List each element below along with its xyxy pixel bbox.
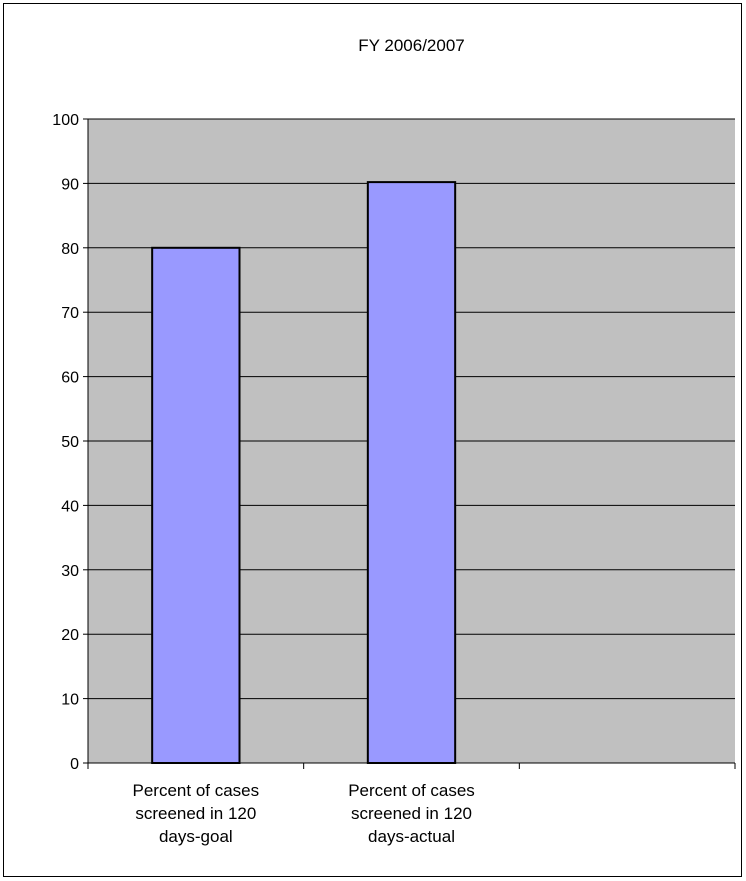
y-tick-label: 100 (52, 112, 79, 129)
y-tick-label: 50 (61, 434, 79, 451)
x-category-label: Percent of cases (133, 781, 260, 800)
y-tick-label: 70 (61, 305, 79, 322)
bar (151, 246, 241, 765)
y-tick-label: 0 (70, 756, 79, 773)
y-tick-label: 90 (61, 176, 79, 193)
y-tick-label: 20 (61, 627, 79, 644)
y-tick-label: 40 (61, 498, 79, 515)
x-category-label: screened in 120 (351, 804, 472, 823)
y-tick-label: 60 (61, 370, 79, 387)
x-category-label: screened in 120 (135, 804, 256, 823)
bar (366, 181, 457, 764)
y-tick-label: 10 (61, 692, 79, 709)
y-tick-label: 80 (61, 241, 79, 258)
bar-chart: 0 10 20 30 40 50 60 70 80 90 100 Percent of cases sc… (52, 36, 736, 846)
chart-container: 0 10 20 30 40 50 60 70 80 90 100 Percent of cases sc… (3, 3, 742, 877)
x-category-label: Percent of cases (348, 781, 475, 800)
y-tick-label: 30 (61, 563, 79, 580)
x-category-label: days-goal (159, 827, 233, 846)
chart-title: FY 2006/2007 (358, 36, 465, 55)
x-category-label: days-actual (368, 827, 455, 846)
